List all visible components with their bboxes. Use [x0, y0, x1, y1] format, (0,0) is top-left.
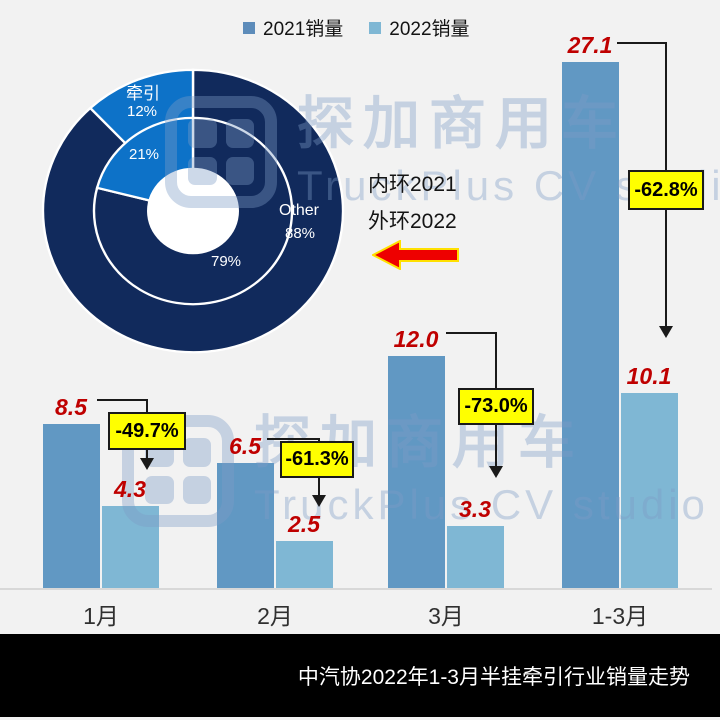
footer-title: 中汽协2022年1-3月半挂牵引行业销量走势: [297, 665, 690, 689]
callout-arrowhead-1月: [140, 458, 154, 470]
value-label-2021-1月: 8.5: [55, 394, 87, 421]
donut-label-other: Other: [278, 202, 320, 219]
donut-label-other-pct-outer: 88%: [284, 225, 316, 242]
bar-2021-1-3月: [562, 62, 619, 590]
category-label-3月: 3月: [428, 603, 464, 629]
legend-item-2022: 2022销量: [369, 14, 470, 41]
change-label-2月: -61.3%: [280, 441, 354, 478]
footer-bar: 中汽协2022年1-3月半挂牵引行业销量走势: [0, 634, 720, 717]
note-inner-ring: 内环2021: [368, 173, 457, 196]
bar-2021-1月: [43, 424, 100, 590]
callout-arrowhead-3月: [489, 466, 503, 478]
callout-hline-3月: [446, 332, 497, 334]
value-label-2022-1-3月: 10.1: [626, 363, 672, 390]
bar-2022-3月: [447, 525, 504, 590]
change-label-1-3月: -62.8%: [628, 170, 704, 210]
bar-2021-3月: [388, 356, 445, 590]
value-label-2022-2月: 2.5: [288, 511, 320, 538]
value-label-2021-3月: 12.0: [393, 326, 439, 353]
category-label-1月: 1月: [83, 603, 119, 629]
donut-label-other-pct-inner: 79%: [210, 253, 242, 270]
note-outer-ring: 外环2022: [368, 210, 457, 233]
legend-label-2022: 2022销量: [389, 19, 470, 40]
value-label-2022-3月: 3.3: [459, 495, 491, 522]
callout-hline-2月: [267, 438, 320, 440]
bar-2021-2月: [217, 463, 274, 590]
donut-segment-内环2021-Other: [92, 116, 294, 306]
red-left-arrow-shape: [372, 240, 459, 270]
callout-arrowhead-2月: [312, 495, 326, 507]
category-label-2月: 2月: [257, 603, 293, 629]
donut-label-traction-pct-outer: 12%: [126, 103, 158, 120]
x-axis-line: [0, 588, 712, 590]
value-label-2021-1-3月: 27.1: [567, 32, 613, 58]
legend: 2021销量 2022销量: [243, 14, 470, 41]
callout-hline-1月: [97, 399, 148, 401]
legend-label-2021: 2021销量: [263, 19, 344, 40]
bar-2022-2月: [276, 541, 333, 590]
donut-label-traction: 牵引: [126, 84, 160, 103]
donut-label-traction-pct-inner: 21%: [128, 146, 160, 163]
nested-donut-chart: [41, 68, 345, 354]
callout-hline-1-3月: [617, 42, 667, 44]
change-label-3月: -73.0%: [458, 388, 534, 425]
legend-item-2021: 2021销量: [243, 14, 343, 41]
red-left-arrow-icon: [372, 240, 459, 270]
bar-2022-1-3月: [621, 393, 678, 590]
value-label-2022-1月: 4.3: [114, 476, 146, 503]
bar-2022-1月: [102, 506, 159, 590]
callout-arrowhead-1-3月: [659, 326, 673, 338]
change-label-1月: -49.7%: [108, 412, 186, 450]
legend-swatch-2021: [243, 21, 255, 34]
donut-hole: [147, 167, 239, 255]
category-label-1-3月: 1-3月: [591, 603, 649, 629]
value-label-2021-2月: 6.5: [229, 433, 261, 460]
legend-swatch-2022: [369, 21, 382, 34]
